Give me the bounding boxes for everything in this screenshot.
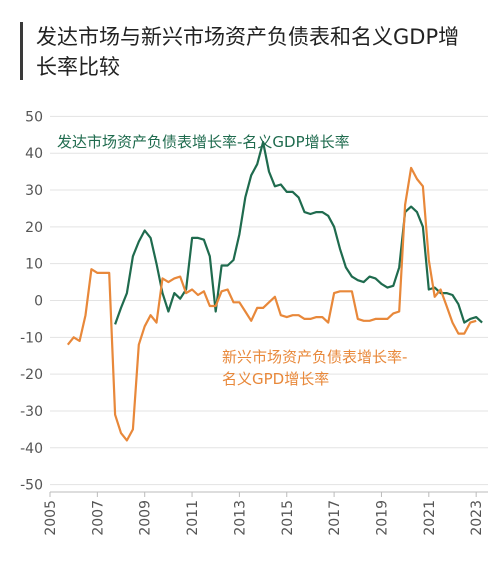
y-tick-label: -50 — [20, 478, 43, 494]
series-line-emerging-market — [66, 166, 477, 442]
gridlines — [50, 115, 488, 493]
y-tick-label: 30 — [25, 183, 43, 199]
y-tick-label: 50 — [25, 109, 43, 125]
y-tick-label: -40 — [20, 441, 43, 457]
legend-developed-market: 发达市场资产负债表增长率-名义GDP增长率 — [57, 133, 350, 151]
series-lines — [66, 141, 483, 442]
y-tick-label: 10 — [25, 257, 43, 273]
y-tick-label: 40 — [25, 146, 43, 162]
y-tick-label: -20 — [20, 367, 43, 383]
x-tick-label: 2011 — [185, 500, 201, 536]
legend-emerging-market-line2: 名义GPD增长率 — [222, 370, 329, 388]
x-tick-label: 2009 — [138, 500, 154, 536]
x-tick-label: 2023 — [469, 500, 485, 536]
y-tick-label: 20 — [25, 220, 43, 236]
y-axis-ticks: 50 40 30 20 10 0 -10 -20 -30 -40 -50 — [20, 109, 43, 493]
legend-emerging-market-line1: 新兴市场资产负债表增长率- — [222, 348, 407, 366]
y-tick-label: 0 — [34, 294, 43, 310]
y-tick-label: -10 — [20, 330, 43, 346]
x-tick-label: 2019 — [374, 500, 390, 536]
x-axis-ticks: 2005 2007 2009 2011 2013 2015 2017 2019 2021 2023 — [43, 492, 485, 536]
title-accent-bar — [20, 22, 23, 80]
x-tick-label: 2005 — [43, 500, 59, 536]
x-tick-label: 2017 — [327, 500, 343, 536]
series-line-developed-market — [114, 141, 483, 325]
x-tick-label: 2013 — [232, 500, 248, 536]
x-tick-label: 2015 — [280, 500, 296, 536]
chart-title: 发达市场与新兴市场资产负债表和名义GDP增长率比较 — [36, 25, 460, 79]
x-tick-label: 2021 — [422, 500, 438, 536]
y-tick-label: -30 — [20, 404, 43, 420]
x-tick-label: 2007 — [90, 500, 106, 536]
